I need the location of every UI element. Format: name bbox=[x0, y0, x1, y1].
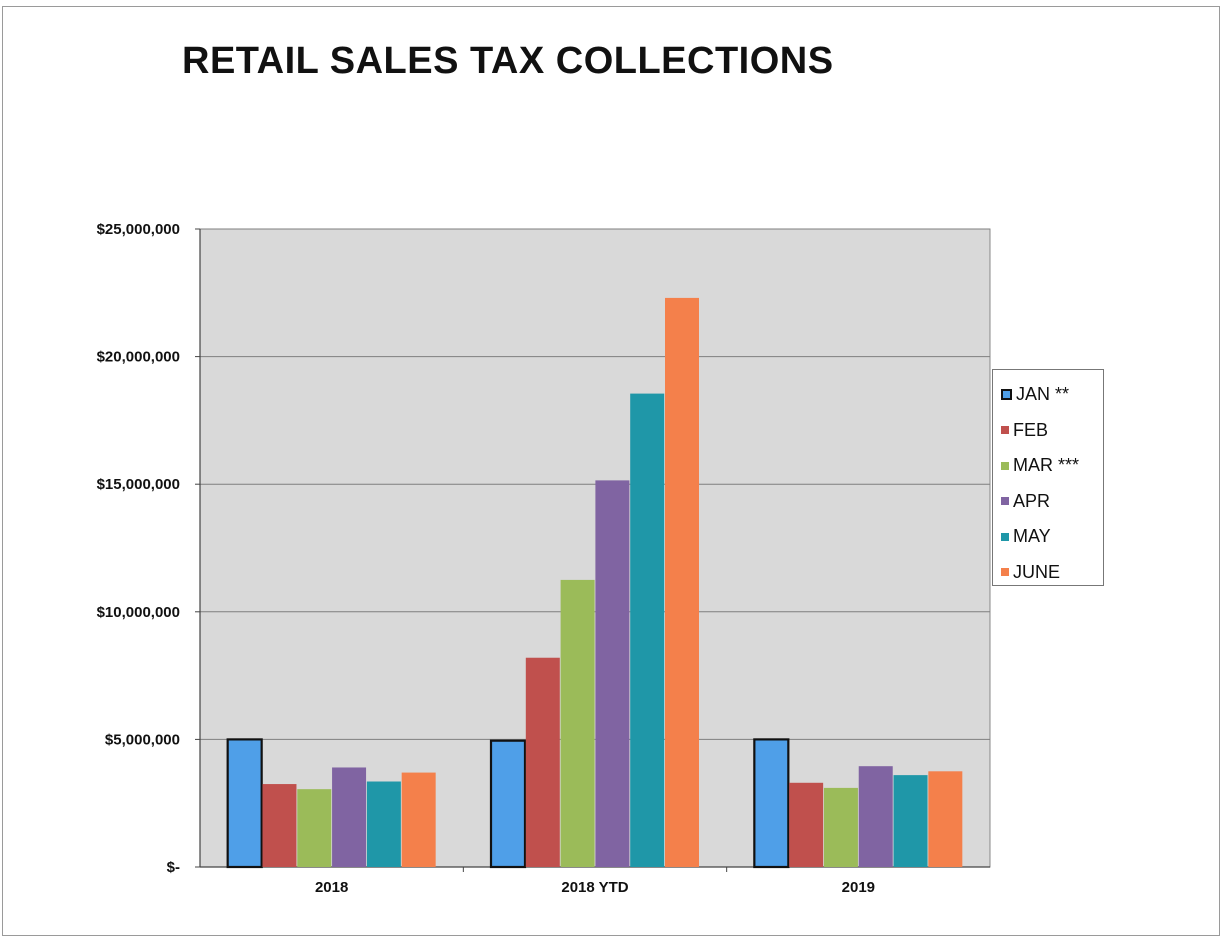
bar-jan-2019 bbox=[753, 738, 790, 869]
legend-item: FEB bbox=[993, 413, 1103, 449]
legend-label: APR bbox=[1013, 490, 1051, 511]
legend-label: FEB bbox=[1013, 419, 1049, 440]
bar-feb-2018-ytd bbox=[525, 657, 560, 867]
chart-title: RETAIL SALES TAX COLLECTIONS bbox=[182, 40, 834, 82]
bar-june-2018-ytd bbox=[665, 297, 699, 867]
legend-label: JUNE bbox=[1013, 561, 1061, 582]
legend-swatch bbox=[1001, 461, 1009, 470]
bar-jan-2018-ytd bbox=[489, 739, 527, 869]
bar-mar-2019 bbox=[823, 787, 858, 867]
bar-mar-2018 bbox=[297, 789, 332, 867]
bar-feb-2018 bbox=[262, 784, 297, 867]
legend-item: JUNE bbox=[993, 555, 1103, 591]
legend-swatch bbox=[1001, 497, 1009, 506]
legend-item: APR bbox=[993, 484, 1103, 520]
bar-apr-2018-ytd bbox=[595, 480, 630, 867]
legend-item: MAY bbox=[993, 519, 1103, 555]
chart-legend: JAN ** FEB MAR *** APR MAY JUNE bbox=[992, 369, 1104, 586]
bar-may-2018 bbox=[366, 781, 401, 867]
legend-swatch bbox=[1001, 568, 1009, 577]
y-tick-label: $20,000,000 bbox=[97, 349, 180, 366]
y-tick-label: $5,000,000 bbox=[105, 731, 180, 748]
y-tick-label: $- bbox=[167, 859, 180, 876]
legend-label: MAY bbox=[1013, 526, 1051, 547]
legend-swatch bbox=[1001, 426, 1009, 435]
bar-may-2019 bbox=[893, 775, 928, 867]
y-tick-label: $10,000,000 bbox=[97, 604, 180, 621]
x-tick-label: 2018 bbox=[315, 879, 348, 896]
legend-swatch bbox=[1001, 532, 1009, 541]
bar-june-2019 bbox=[928, 771, 963, 867]
legend-label: JAN ** bbox=[1016, 384, 1070, 405]
legend-label: MAR *** bbox=[1013, 455, 1080, 476]
bar-apr-2019 bbox=[858, 766, 893, 867]
legend-item: MAR *** bbox=[993, 448, 1103, 484]
bar-jan-2018 bbox=[226, 738, 263, 869]
x-tick-label: 2019 bbox=[842, 879, 875, 896]
y-tick-label: $25,000,000 bbox=[97, 221, 180, 238]
bar-feb-2019 bbox=[789, 782, 824, 867]
x-tick-label: 2018 YTD bbox=[561, 879, 628, 896]
plot-area bbox=[199, 228, 991, 868]
legend-swatch bbox=[1001, 389, 1012, 401]
chart-frame bbox=[2, 6, 1220, 936]
legend-item: JAN ** bbox=[993, 377, 1103, 413]
bar-may-2018-ytd bbox=[630, 393, 665, 867]
bar-mar-2018-ytd bbox=[560, 579, 595, 867]
y-tick-label: $15,000,000 bbox=[97, 476, 180, 493]
bar-june-2018 bbox=[401, 772, 436, 867]
bar-apr-2018 bbox=[332, 767, 367, 867]
